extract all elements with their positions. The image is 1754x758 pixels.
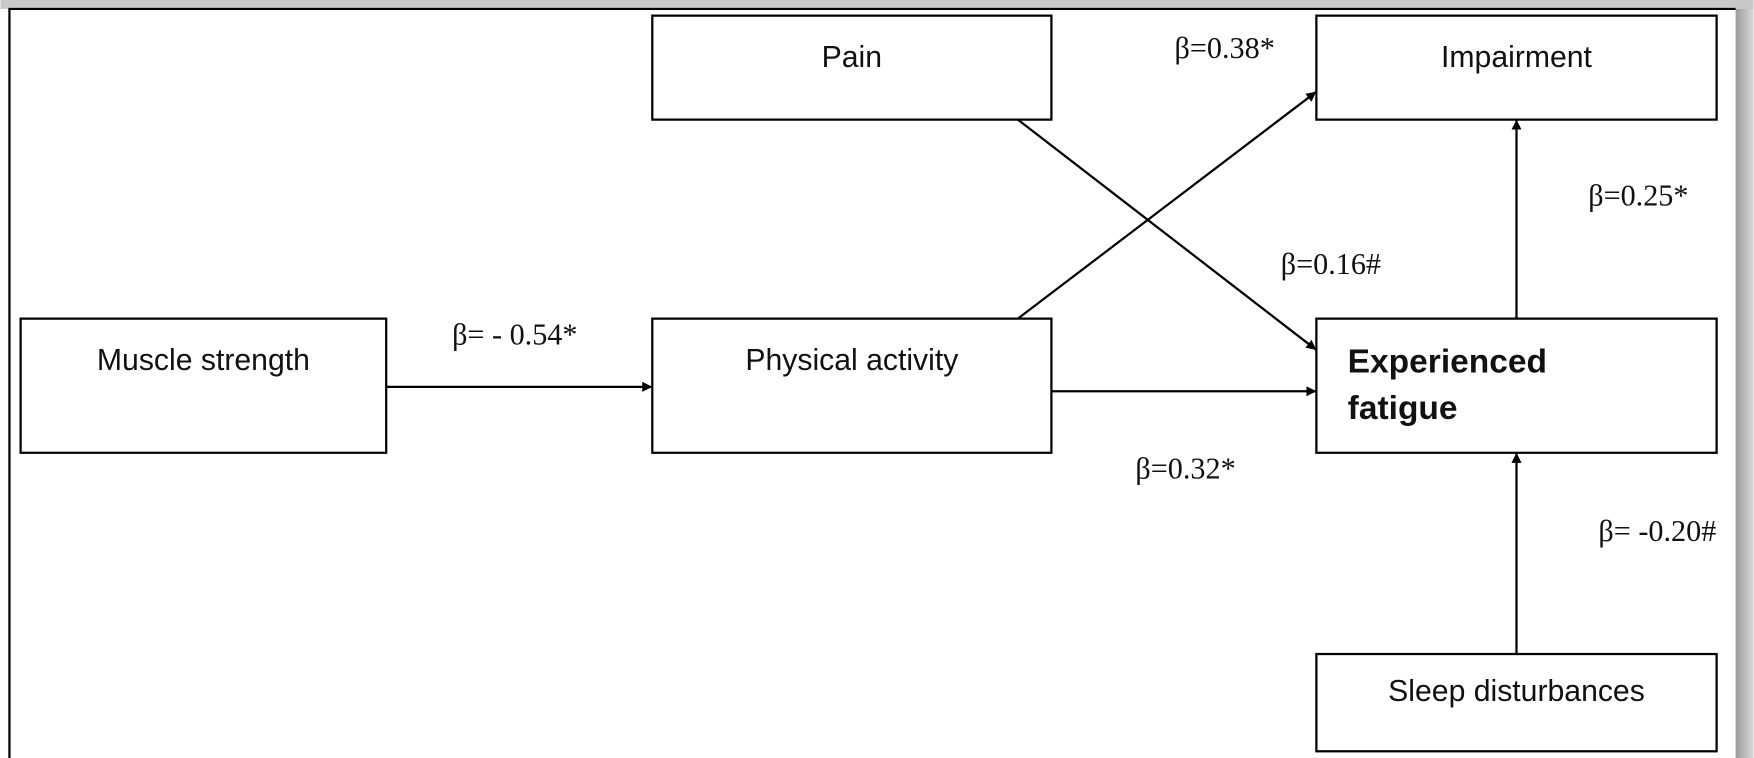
edge-arrow (1017, 118, 1318, 351)
edge-label: β=0.16# (1281, 247, 1381, 281)
node-label: Pain (822, 41, 882, 74)
side-strip (1735, 0, 1754, 758)
node-box (651, 317, 1053, 454)
node-label: Impairment (1441, 41, 1593, 74)
node-box (19, 317, 388, 454)
edge-label: β=0.25* (1588, 179, 1688, 213)
node-label: Physical activity (745, 344, 959, 377)
node-box (651, 14, 1053, 121)
node-label: Sleep disturbances (1388, 675, 1645, 708)
node-box (1315, 652, 1718, 753)
edge-label: β= -0.20# (1598, 514, 1716, 548)
node-label: Muscle strength (97, 344, 310, 377)
edge-label: β=0.38* (1175, 31, 1275, 65)
edge-label: β= - 0.54* (452, 317, 577, 351)
top-strip (0, 0, 1754, 9)
edge-arrow (1017, 90, 1318, 320)
node-box (1315, 317, 1718, 454)
node-label: fatigue (1348, 390, 1458, 427)
node-label: Experienced (1348, 343, 1547, 380)
frame (8, 7, 1736, 758)
edge-label: β=0.32* (1135, 452, 1235, 486)
